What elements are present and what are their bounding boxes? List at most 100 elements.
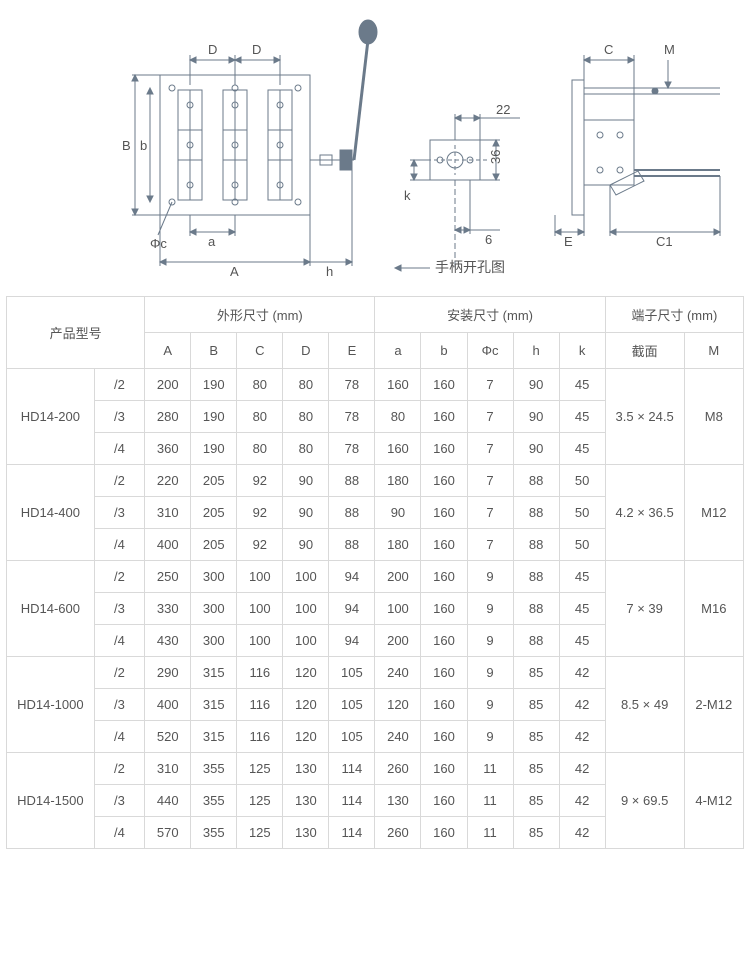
cell-A: 360 [145, 433, 191, 465]
table-row: HD14-600/225030010010094200160988457 × 3… [7, 561, 744, 593]
cell-k: 42 [559, 689, 605, 721]
cell-A: 290 [145, 657, 191, 689]
cell-a: 200 [375, 625, 421, 657]
cell-B: 315 [191, 657, 237, 689]
cell-a: 260 [375, 817, 421, 849]
cell-D: 120 [283, 721, 329, 753]
cell-v: /3 [94, 593, 144, 625]
cell-k: 45 [559, 593, 605, 625]
cell-B: 300 [191, 561, 237, 593]
cell-C: 80 [237, 369, 283, 401]
cell-A: 330 [145, 593, 191, 625]
cell-phiC: 9 [467, 561, 513, 593]
cell-h: 88 [513, 625, 559, 657]
cell-phiC: 9 [467, 657, 513, 689]
cell-h: 85 [513, 689, 559, 721]
cell-A: 220 [145, 465, 191, 497]
cell-phiC: 11 [467, 817, 513, 849]
cell-v: /2 [94, 753, 144, 785]
hdr-b: b [421, 333, 467, 369]
cell-E: 105 [329, 657, 375, 689]
hdr-group1: 外形尺寸 (mm) [145, 297, 375, 333]
cell-h: 85 [513, 817, 559, 849]
cell-k: 45 [559, 561, 605, 593]
cell-M: 4-M12 [684, 753, 743, 849]
cell-h: 88 [513, 561, 559, 593]
cell-k: 42 [559, 817, 605, 849]
cell-v: /2 [94, 657, 144, 689]
cell-B: 315 [191, 721, 237, 753]
cell-phiC: 7 [467, 529, 513, 561]
label-a: a [208, 234, 216, 249]
cell-v: /4 [94, 433, 144, 465]
hdr-phiC: Φc [467, 333, 513, 369]
cell-a: 80 [375, 401, 421, 433]
cell-h: 88 [513, 529, 559, 561]
cell-E: 114 [329, 753, 375, 785]
cell-A: 430 [145, 625, 191, 657]
cell-B: 300 [191, 593, 237, 625]
cell-phiC: 7 [467, 401, 513, 433]
cell-C: 80 [237, 433, 283, 465]
cell-a: 90 [375, 497, 421, 529]
cell-k: 50 [559, 465, 605, 497]
cell-B: 205 [191, 529, 237, 561]
cell-B: 355 [191, 817, 237, 849]
cell-v: /2 [94, 561, 144, 593]
cell-section: 8.5 × 49 [605, 657, 684, 753]
table-header: 产品型号 外形尺寸 (mm) 安装尺寸 (mm) 端子尺寸 (mm) A B C… [7, 297, 744, 369]
table-row: HD14-1000/2290315116120105240160985428.5… [7, 657, 744, 689]
cell-A: 200 [145, 369, 191, 401]
cell-v: /4 [94, 721, 144, 753]
cell-D: 100 [283, 625, 329, 657]
cell-C: 80 [237, 401, 283, 433]
cell-C: 92 [237, 465, 283, 497]
cell-C: 125 [237, 753, 283, 785]
label-6: 6 [485, 232, 492, 247]
cell-C: 100 [237, 593, 283, 625]
cell-C: 116 [237, 689, 283, 721]
cell-h: 85 [513, 785, 559, 817]
cell-A: 310 [145, 497, 191, 529]
cell-h: 90 [513, 369, 559, 401]
cell-A: 440 [145, 785, 191, 817]
cell-model: HD14-1000 [7, 657, 95, 753]
cell-E: 94 [329, 561, 375, 593]
cell-v: /2 [94, 465, 144, 497]
cell-A: 250 [145, 561, 191, 593]
cell-v: /3 [94, 785, 144, 817]
hdr-model: 产品型号 [7, 297, 145, 369]
cell-C: 125 [237, 785, 283, 817]
cell-b: 160 [421, 433, 467, 465]
cell-a: 130 [375, 785, 421, 817]
hdr-group3: 端子尺寸 (mm) [605, 297, 743, 333]
cell-section: 3.5 × 24.5 [605, 369, 684, 465]
hdr-M: M [684, 333, 743, 369]
label-E: E [564, 234, 573, 249]
cell-a: 100 [375, 593, 421, 625]
label-36: 36 [488, 150, 503, 164]
cell-b: 160 [421, 657, 467, 689]
cell-model: HD14-200 [7, 369, 95, 465]
cell-phiC: 7 [467, 465, 513, 497]
cell-D: 120 [283, 689, 329, 721]
cell-E: 105 [329, 689, 375, 721]
cell-E: 94 [329, 625, 375, 657]
cell-k: 50 [559, 497, 605, 529]
cell-phiC: 7 [467, 369, 513, 401]
cell-D: 90 [283, 465, 329, 497]
cell-h: 88 [513, 593, 559, 625]
cell-h: 88 [513, 465, 559, 497]
cell-C: 100 [237, 561, 283, 593]
cell-section: 9 × 69.5 [605, 753, 684, 849]
cell-b: 160 [421, 369, 467, 401]
cell-b: 160 [421, 593, 467, 625]
cell-a: 260 [375, 753, 421, 785]
cell-M: M8 [684, 369, 743, 465]
cell-k: 42 [559, 721, 605, 753]
cell-D: 100 [283, 561, 329, 593]
label-D1: D [208, 42, 217, 57]
table-row: HD14-200/2200190808078160160790453.5 × 2… [7, 369, 744, 401]
cell-k: 45 [559, 625, 605, 657]
table-row: HD14-400/2220205929088180160788504.2 × 3… [7, 465, 744, 497]
